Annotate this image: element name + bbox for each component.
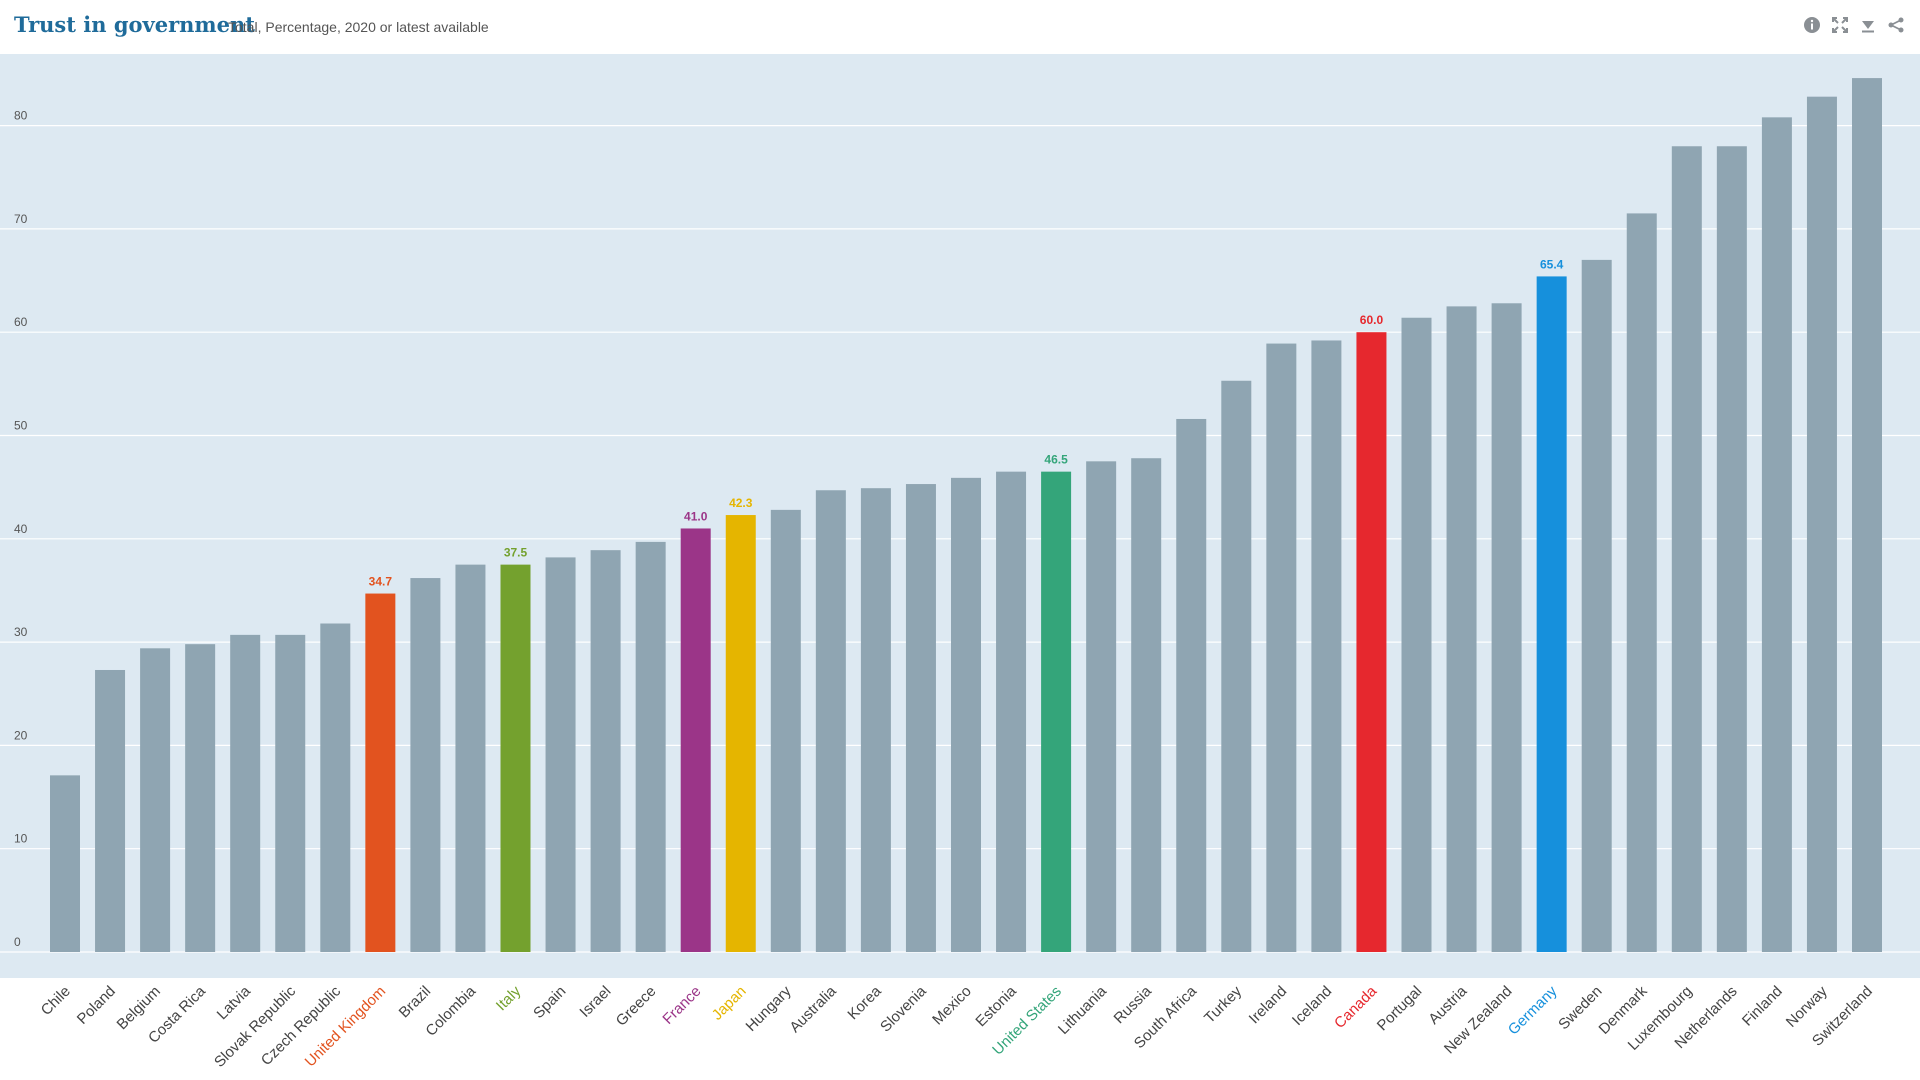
- bar-latvia: [230, 634, 261, 952]
- bar-luxembourg: [1671, 146, 1702, 952]
- y-tick-label: 60: [14, 315, 28, 329]
- y-tick-label: 10: [14, 832, 28, 846]
- x-tick-label: Portugal: [1374, 983, 1426, 1035]
- bar-estonia: [996, 471, 1027, 952]
- data-label: 37.5: [504, 546, 528, 560]
- chart-toolbar: [1802, 15, 1906, 35]
- data-label: 65.4: [1540, 257, 1564, 271]
- bar-poland: [95, 669, 126, 952]
- x-tick-label: Italy: [493, 982, 525, 1014]
- x-tick-label: Iceland: [1289, 983, 1335, 1029]
- x-tick-label: Australia: [786, 982, 840, 1036]
- x-tick-label: Colombia: [422, 982, 479, 1039]
- bar-colombia: [455, 564, 486, 952]
- x-tick-label: Poland: [74, 983, 119, 1028]
- x-tick-label: Chile: [38, 983, 74, 1019]
- bar-new-zealand: [1491, 303, 1522, 952]
- data-label: 42.3: [729, 496, 753, 510]
- x-tick-label: Lithuania: [1055, 982, 1111, 1038]
- bar-israel: [590, 550, 621, 952]
- bar-slovenia: [905, 484, 936, 952]
- bar-france: [680, 528, 711, 952]
- bar-costa-rica: [185, 644, 216, 952]
- bar-russia: [1131, 458, 1162, 952]
- bar-sweden: [1581, 259, 1612, 952]
- x-tick-label: Brazil: [396, 983, 435, 1022]
- x-tick-label: Latvia: [214, 982, 255, 1023]
- y-tick-label: 0: [14, 935, 21, 949]
- bar-mexico: [951, 477, 981, 952]
- bar-lithuania: [1086, 461, 1117, 952]
- y-tick-label: 30: [14, 625, 28, 639]
- data-label: 60.0: [1360, 313, 1384, 327]
- fullscreen-icon[interactable]: [1830, 15, 1850, 35]
- x-tick-label: Finland: [1739, 983, 1786, 1030]
- bar-portugal: [1401, 317, 1432, 952]
- x-tick-label: Greece: [613, 983, 660, 1030]
- share-icon[interactable]: [1886, 15, 1906, 35]
- bar-belgium: [140, 648, 171, 952]
- bar-czech-republic: [320, 623, 351, 952]
- x-tick-label: Korea: [844, 982, 885, 1023]
- bar-canada: [1356, 332, 1387, 952]
- x-tick-label: Czech Republic: [258, 982, 345, 1069]
- bar-switzerland: [1852, 78, 1882, 952]
- chart-title: Trust in government: [14, 12, 255, 37]
- x-tick-label: Mexico: [929, 983, 975, 1029]
- y-tick-label: 40: [14, 522, 28, 536]
- bar-netherlands: [1716, 146, 1747, 952]
- bar-germany: [1536, 276, 1567, 953]
- y-tick-label: 80: [14, 109, 28, 123]
- x-tick-label: Spain: [530, 983, 569, 1022]
- bar-slovak-republic: [275, 634, 306, 952]
- bar-austria: [1446, 306, 1477, 952]
- bar-denmark: [1626, 213, 1657, 952]
- y-tick-label: 20: [14, 728, 28, 742]
- x-tick-label: Turkey: [1201, 982, 1245, 1026]
- x-tick-label: Ireland: [1246, 983, 1290, 1027]
- x-tick-label: Japan: [709, 983, 750, 1024]
- y-tick-label: 50: [14, 419, 28, 433]
- x-tick-label: Canada: [1331, 982, 1381, 1032]
- bar-chile: [50, 775, 80, 952]
- bar-greece: [635, 541, 666, 952]
- x-tick-label: Slovenia: [877, 982, 930, 1035]
- bar-japan: [725, 515, 756, 952]
- x-tick-label: Hungary: [743, 982, 795, 1034]
- x-tick-label: Russia: [1111, 982, 1156, 1027]
- bar-norway: [1806, 96, 1837, 952]
- bar-ireland: [1266, 343, 1297, 952]
- bar-spain: [545, 557, 576, 952]
- bar-iceland: [1311, 340, 1342, 952]
- bar-italy: [500, 564, 531, 952]
- bar-turkey: [1221, 380, 1252, 953]
- x-tick-label: Germany: [1505, 982, 1561, 1038]
- chart-header: Trust in government Total, Percentage, 2…: [0, 0, 1920, 54]
- y-tick-label: 70: [14, 212, 28, 226]
- bar-brazil: [410, 578, 441, 952]
- bar-korea: [860, 488, 891, 952]
- bar-finland: [1761, 117, 1792, 952]
- download-icon[interactable]: [1858, 15, 1878, 35]
- data-label: 41.0: [684, 509, 708, 523]
- x-tick-label: Israel: [576, 983, 614, 1021]
- x-tick-label: United Kingdom: [302, 983, 389, 1070]
- bar-australia: [815, 490, 846, 952]
- bar-united-states: [1041, 471, 1072, 952]
- bar-south-africa: [1176, 418, 1207, 952]
- x-tick-label: France: [659, 983, 704, 1028]
- data-label: 34.7: [369, 575, 393, 589]
- bar-united-kingdom: [365, 593, 396, 952]
- chart-subtitle: Total, Percentage, 2020 or latest availa…: [228, 19, 489, 35]
- info-icon[interactable]: [1802, 15, 1822, 35]
- bar-hungary: [770, 509, 801, 952]
- data-label: 46.5: [1044, 453, 1068, 467]
- x-tick-label: Slovak Republic: [211, 982, 299, 1070]
